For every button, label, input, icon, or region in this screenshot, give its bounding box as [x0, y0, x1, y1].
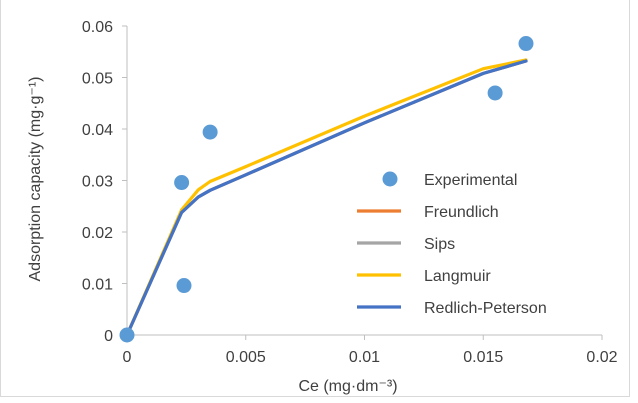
x-axis-label: Ce (mg·dm⁻³): [298, 378, 397, 395]
axes: 0 0.005 0.01 0.015 0.02 0 0.01 0.02 0.03 0.04 0.05…: [82, 19, 618, 366]
series-line-redlich-peterson: [125, 59, 528, 337]
y-axis-label: Adsorption capacity (mg·g⁻¹): [27, 77, 44, 282]
legend-label: Redlich-Peterson: [424, 300, 547, 317]
legend-label: Experimental: [424, 172, 517, 189]
y-tick-label: 0.01: [82, 277, 113, 294]
data-point: [202, 124, 218, 140]
y-tick-label: 0.02: [82, 225, 113, 242]
y-tick-label: 0.06: [82, 19, 113, 36]
legend-label: Freundlich: [424, 204, 499, 221]
legend-label: Langmuir: [424, 268, 491, 285]
legend: Experimental Freundlich Sips Langmuir Redlic…: [357, 171, 547, 317]
x-tick-label: 0: [123, 349, 132, 366]
y-tick-label: 0.05: [82, 71, 113, 88]
data-point: [119, 327, 135, 343]
y-tick-label: 0: [104, 328, 113, 345]
plot-area: [119, 36, 534, 343]
legend-label: Sips: [424, 236, 455, 253]
chart-container: 0 0.005 0.01 0.015 0.02 0 0.01 0.02 0.03 0.04 0.05…: [0, 0, 630, 397]
y-tick-label: 0.04: [82, 122, 113, 139]
x-tick-label: 0.01: [349, 349, 380, 366]
series-line-sips: [125, 59, 528, 337]
adsorption-chart: 0 0.005 0.01 0.015 0.02 0 0.01 0.02 0.03 0.04 0.05…: [27, 19, 618, 395]
data-point: [487, 85, 503, 101]
x-tick-label: 0.005: [226, 349, 266, 366]
series-line-freundlich: [125, 59, 528, 337]
data-point: [174, 175, 190, 191]
data-point: [176, 278, 192, 294]
y-tick-label: 0.03: [82, 174, 113, 191]
x-tick-label: 0.02: [586, 349, 617, 366]
x-tick-label: 0.015: [463, 349, 503, 366]
data-point: [518, 36, 534, 52]
legend-marker: [382, 171, 398, 187]
series-line-langmuir: [125, 58, 528, 337]
